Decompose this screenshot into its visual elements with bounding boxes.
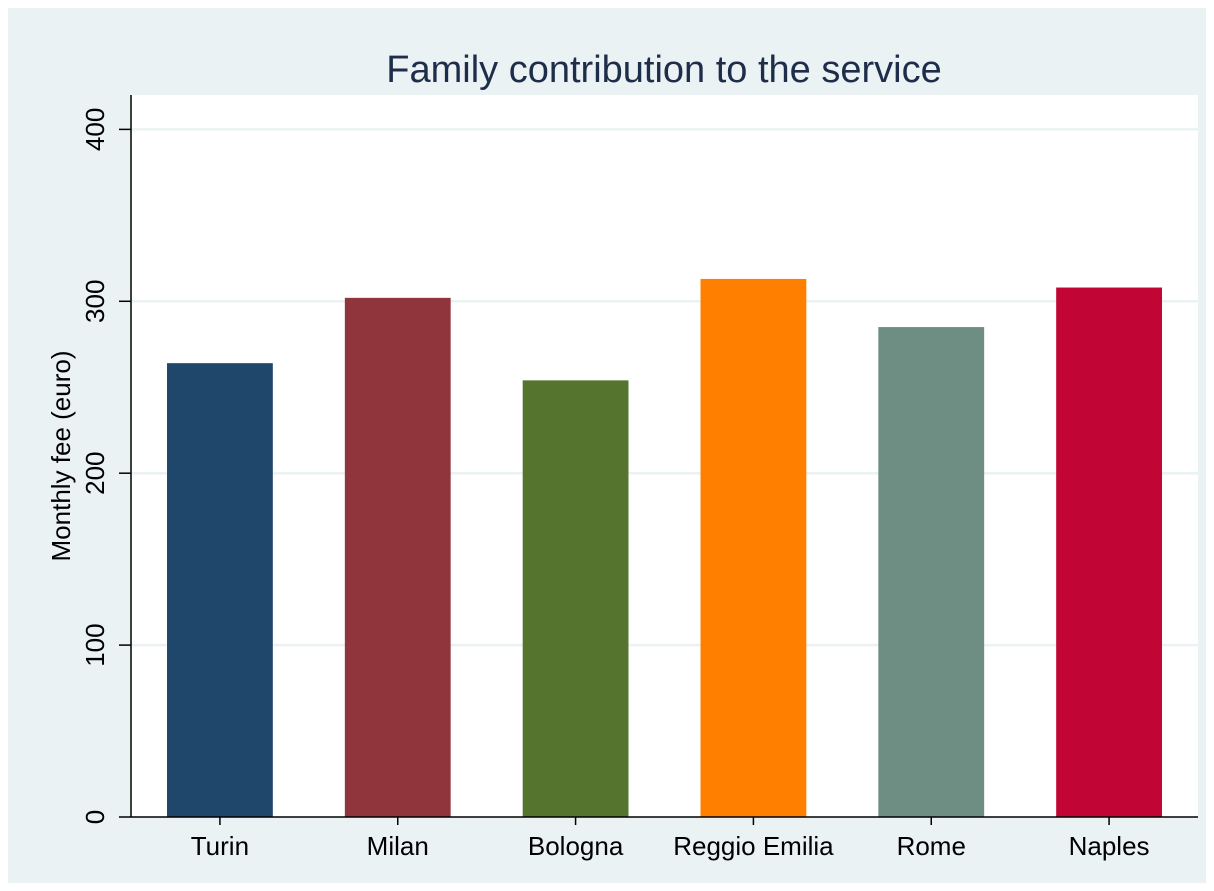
bar <box>344 297 451 817</box>
y-tick-label: 0 <box>80 810 110 824</box>
x-tick-label: Milan <box>367 831 429 861</box>
y-axis-label: Monthly fee (euro) <box>46 351 76 562</box>
x-tick-label: Turin <box>191 831 249 861</box>
x-tick-label: Bologna <box>528 831 624 861</box>
bar <box>700 278 807 817</box>
y-tick-label: 300 <box>80 280 110 323</box>
plot-area <box>131 95 1198 817</box>
y-axis-ticks: 0 100 200 300 400 <box>80 108 131 824</box>
bar <box>1056 287 1162 817</box>
bar <box>167 363 273 817</box>
gridlines <box>131 128 1198 647</box>
x-tick-label: Rome <box>897 831 966 861</box>
y-tick-label: 200 <box>80 451 110 494</box>
x-tick-label: Naples <box>1069 831 1150 861</box>
bar <box>878 327 985 817</box>
x-axis-tick-labels: Turin Milan Bologna Reggio Emilia Rome Naples <box>191 817 1150 861</box>
bar <box>522 380 629 817</box>
y-tick-label: 400 <box>80 108 110 151</box>
y-tick-label: 100 <box>80 623 110 666</box>
bars <box>167 278 1162 817</box>
chart-title: Family contribution to the service <box>386 49 941 91</box>
x-tick-label: Reggio Emilia <box>673 831 834 861</box>
